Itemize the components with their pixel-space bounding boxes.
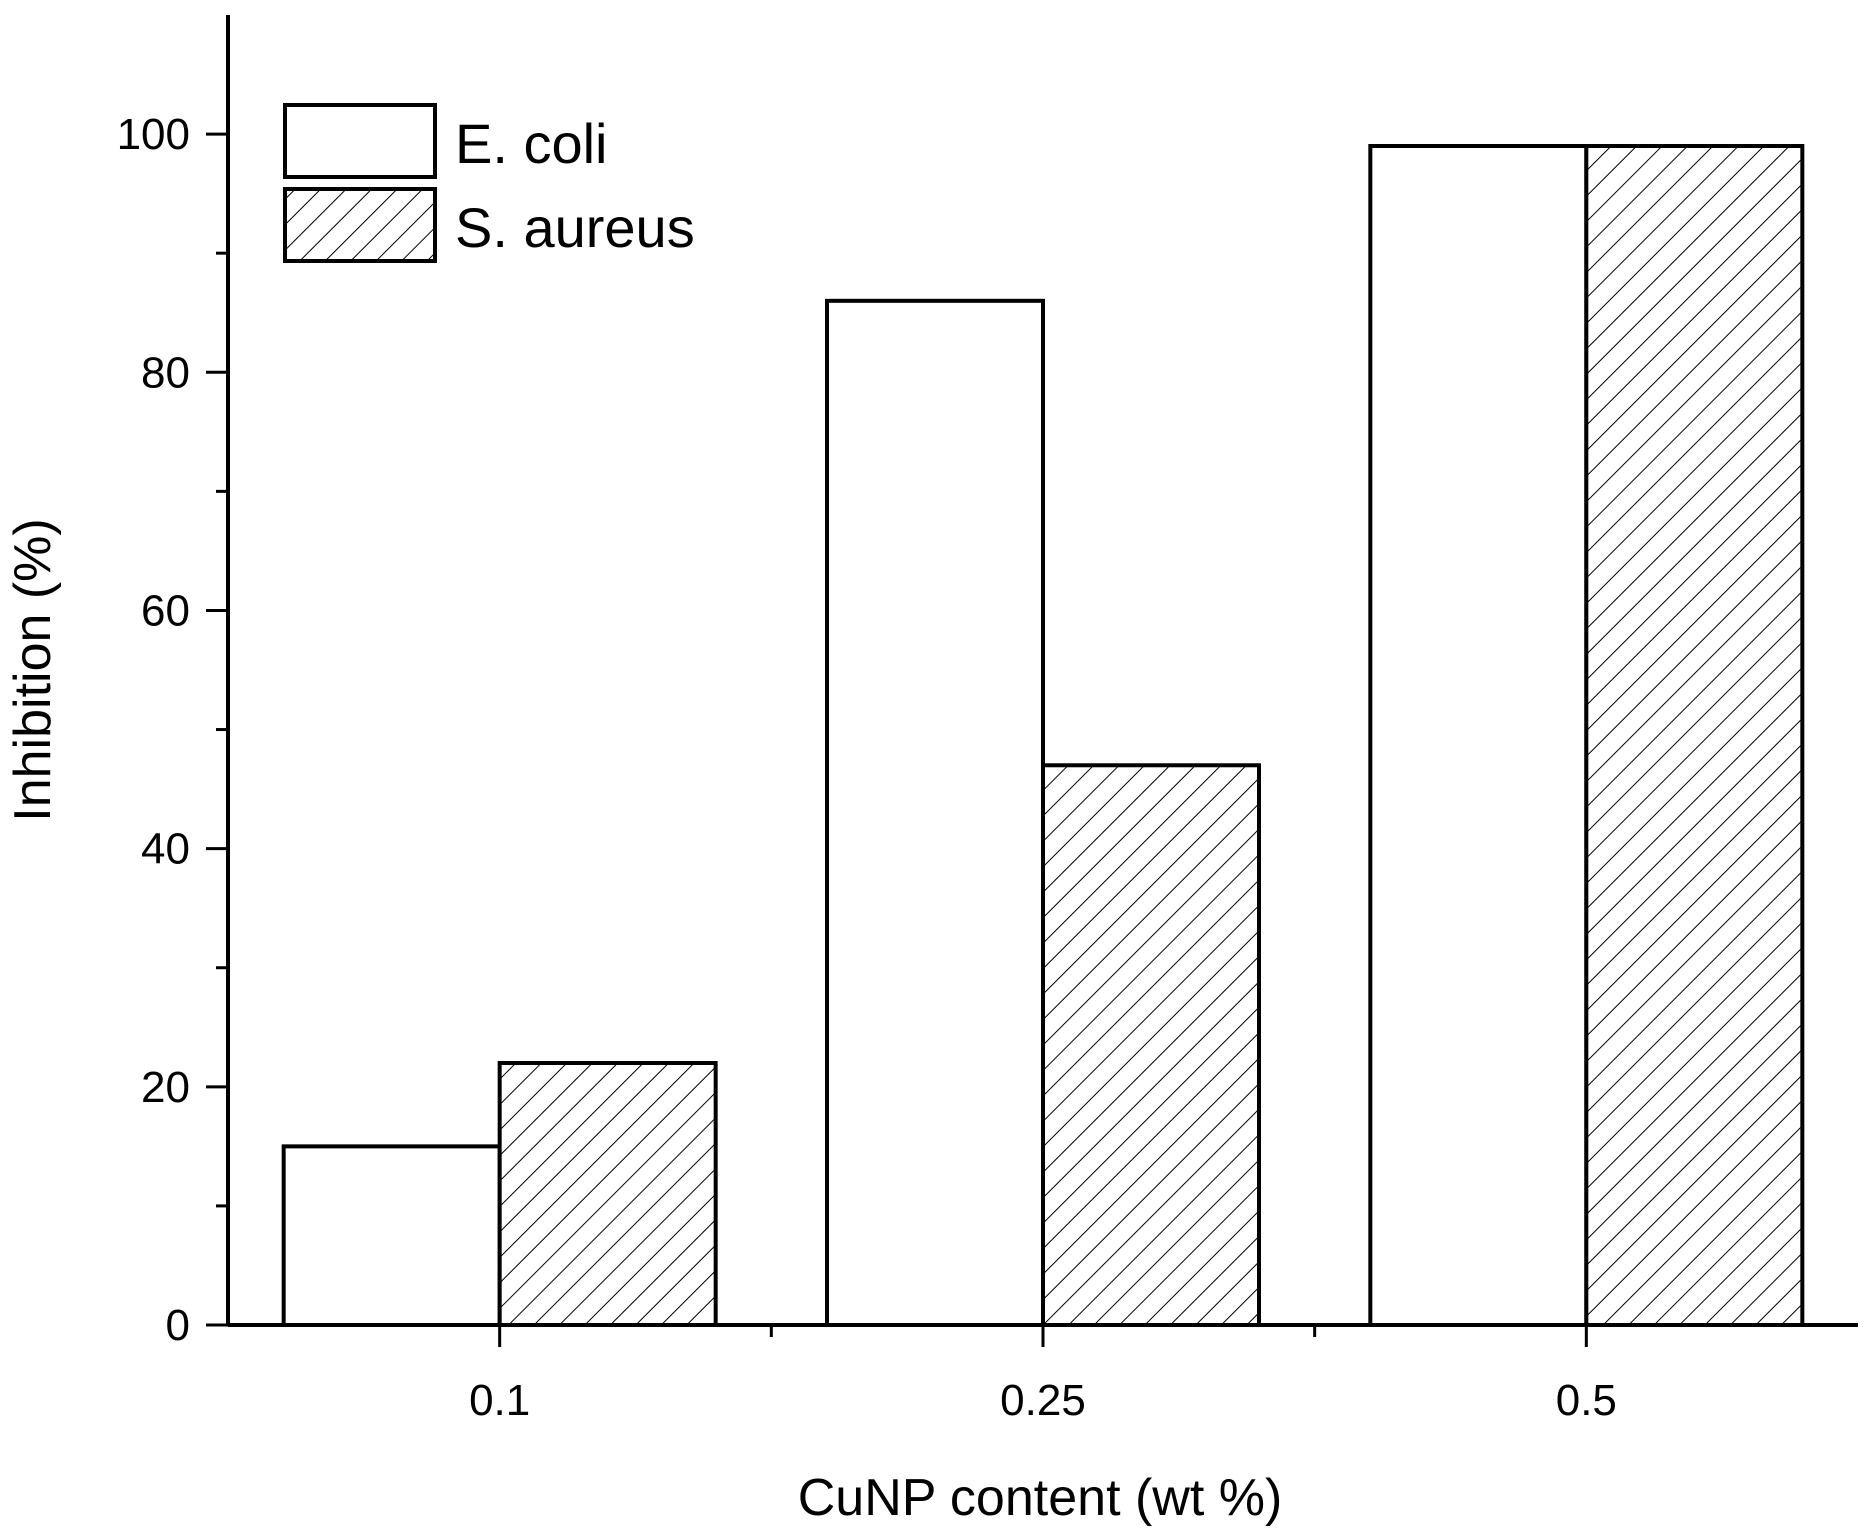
legend: E. coli S. aureus (283, 103, 695, 263)
y-tick-label: 100 (117, 110, 190, 159)
y-tick-label: 20 (141, 1063, 190, 1112)
y-tick-label: 40 (141, 825, 190, 874)
legend-swatch (283, 187, 437, 263)
bars-layer (281, 144, 1805, 1328)
y-tick-label: 60 (141, 586, 190, 635)
y-axis-label: Inhibition (%) (4, 518, 62, 821)
bar-s-aureus-0_25 (1041, 763, 1261, 1327)
y-tick-label: 0 (166, 1301, 190, 1350)
x-tick-label: 0.25 (1000, 1376, 1086, 1425)
x-tick-label: 0.1 (469, 1376, 530, 1425)
ticks-layer: 0.1 0.25 0.5 0 20 40 60 80 100 (117, 110, 1617, 1425)
legend-label: E. coli (455, 112, 608, 175)
legend-swatch (283, 103, 437, 179)
x-tick-label: 0.5 (1556, 1376, 1617, 1425)
x-axis-label: CuNP content (wt %) (798, 1469, 1283, 1527)
bar-e-coli-0_5 (1368, 144, 1589, 1327)
legend-label: S. aureus (455, 196, 695, 259)
y-tick-label: 80 (141, 348, 190, 397)
bar-e-coli-0_1 (281, 1144, 502, 1328)
bar-e-coli-0_25 (825, 298, 1045, 1327)
bar-s-aureus-0_1 (497, 1061, 718, 1327)
bar-s-aureus-0_5 (1584, 144, 1805, 1327)
